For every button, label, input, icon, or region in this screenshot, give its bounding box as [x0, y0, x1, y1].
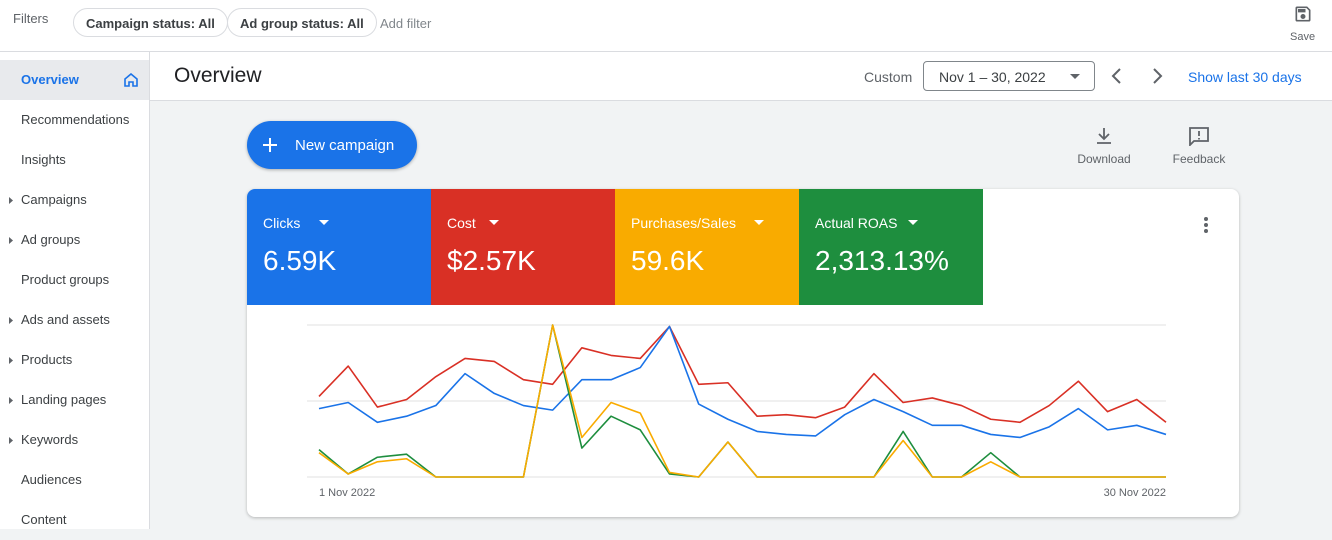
metric-dropdown[interactable] [754, 220, 764, 226]
nav-label[interactable]: Landing pages [21, 392, 107, 407]
expand-arrow [9, 437, 13, 444]
prev-button[interactable] [1110, 67, 1124, 85]
expand-arrow [9, 237, 13, 244]
nav-label[interactable]: Overview [21, 72, 79, 87]
arrow-shape [9, 317, 13, 324]
x-tick-label: 30 Nov 2022 [1104, 487, 1166, 499]
nav-item[interactable]: Insights [0, 140, 149, 180]
expand-arrow [9, 317, 13, 324]
show-last-link[interactable]: Show last 30 days [1188, 69, 1302, 85]
dropdown-arrow [1070, 74, 1080, 79]
nav-item[interactable]: Products [0, 340, 149, 380]
page-header: Overview Custom Nov 1 – 30, 2022 Show la… [150, 52, 1332, 101]
nav-label[interactable]: Ad groups [21, 232, 81, 247]
new-campaign-label[interactable]: New campaign [295, 137, 395, 154]
metric-total: 2,313.13% [815, 245, 949, 276]
arrow-shape [754, 220, 764, 225]
expand-arrow [9, 357, 13, 364]
arrow-shape [9, 397, 13, 404]
save-label[interactable]: Save [1290, 31, 1316, 43]
arrow-shape [9, 237, 13, 244]
metric-name[interactable]: Actual ROAS [815, 215, 898, 231]
nav-label[interactable]: Products [21, 352, 73, 367]
date-range[interactable]: Nov 1 – 30, 2022 [939, 69, 1046, 85]
line-chart: 1 Nov 2022 30 Nov 2022 [307, 324, 1167, 499]
metric-name[interactable]: Cost [447, 215, 476, 231]
arrow-shape [319, 220, 330, 225]
nav-item[interactable]: Audiences [0, 460, 149, 500]
metric-tile[interactable]: Purchases/Sales 59.6K [615, 189, 799, 305]
nav-label[interactable]: Campaigns [21, 192, 87, 207]
nav-item[interactable]: Product groups [0, 260, 149, 300]
nav-item[interactable]: Ads and assets [0, 300, 149, 340]
nav-label[interactable]: Keywords [21, 432, 79, 447]
more-menu[interactable] [1202, 216, 1210, 234]
metric-dropdown[interactable] [319, 220, 330, 226]
series-line [318, 324, 1166, 478]
page-title: Overview [174, 64, 262, 87]
nav-label[interactable]: Recommendations [21, 112, 130, 127]
filters-label: Filters [13, 11, 49, 26]
range-type: Custom [864, 69, 913, 85]
metric-tile[interactable]: Cost $2.57K [431, 189, 615, 305]
add-filter[interactable]: Add filter [380, 16, 432, 31]
screen: {"filters": {"label": "Filters", "chips"… [0, 0, 1332, 529]
home-icon [124, 73, 138, 87]
feedback-icon [1189, 127, 1209, 148]
metric-name[interactable]: Purchases/Sales [631, 215, 737, 231]
nav-item[interactable]: Campaigns [0, 180, 149, 220]
metric-dropdown[interactable] [908, 220, 919, 226]
arrow-shape [9, 357, 13, 364]
side-nav: Overview Recommendations Insights Campaigns… [0, 52, 150, 529]
chart-card: 1 Nov 2022 30 Nov 2022 Clicks 6.59K Cost $2.… [247, 189, 1239, 517]
date-picker[interactable]: Nov 1 – 30, 2022 [923, 61, 1095, 91]
x-tick-label: 1 Nov 2022 [319, 487, 375, 499]
download-button[interactable]: Download [1064, 126, 1144, 166]
nav-label[interactable]: Insights [21, 152, 66, 167]
nav-item[interactable]: Content [0, 500, 149, 540]
page: Overview html, body { margin: 0; padding… [0, 0, 1332, 529]
nav-item[interactable]: Keywords [0, 420, 149, 460]
nav-item[interactable]: Landing pages [0, 380, 149, 420]
nav-label[interactable]: Content [21, 512, 67, 527]
download-label[interactable]: Download [1077, 152, 1131, 166]
expand-arrow [9, 197, 13, 204]
nav-item[interactable]: Overview [0, 60, 149, 100]
series-line [318, 325, 1167, 439]
arrow-shape [908, 220, 919, 225]
new-campaign-button[interactable]: New campaign [247, 121, 417, 169]
home-shape [124, 73, 138, 87]
series-line [318, 325, 1167, 424]
save-icon[interactable] [1293, 4, 1313, 24]
nav-item[interactable]: Ad groups [0, 220, 149, 260]
plus-icon [263, 138, 277, 152]
nav-label[interactable]: Ads and assets [21, 312, 110, 327]
feedback-label[interactable]: Feedback [1172, 152, 1226, 166]
metric-total: $2.57K [447, 245, 536, 276]
nav-label[interactable]: Audiences [21, 472, 82, 487]
next-button[interactable] [1150, 67, 1164, 85]
download-icon [1097, 128, 1111, 144]
arrow-shape [9, 197, 13, 204]
metric-tile[interactable]: Actual ROAS 2,313.13% [799, 189, 983, 305]
arrow-shape [9, 437, 13, 444]
metric-dropdown[interactable] [488, 220, 499, 226]
metric-total: 6.59K [263, 245, 337, 276]
filter-bar: Filters Campaign status: All Ad group st… [0, 0, 1332, 52]
feedback-button[interactable]: Feedback [1159, 126, 1239, 166]
arrow-shape [488, 220, 499, 225]
nav-item[interactable]: Recommendations [0, 100, 149, 140]
filter-chip[interactable]: Ad group status: All [227, 8, 377, 37]
metric-name[interactable]: Clicks [263, 215, 301, 231]
nav-label[interactable]: Product groups [21, 272, 110, 287]
metric-total: 59.6K [631, 245, 705, 276]
metric-tile[interactable]: Clicks 6.59K [247, 189, 431, 305]
filter-chip[interactable]: Campaign status: All [73, 8, 228, 37]
expand-arrow [9, 397, 13, 404]
